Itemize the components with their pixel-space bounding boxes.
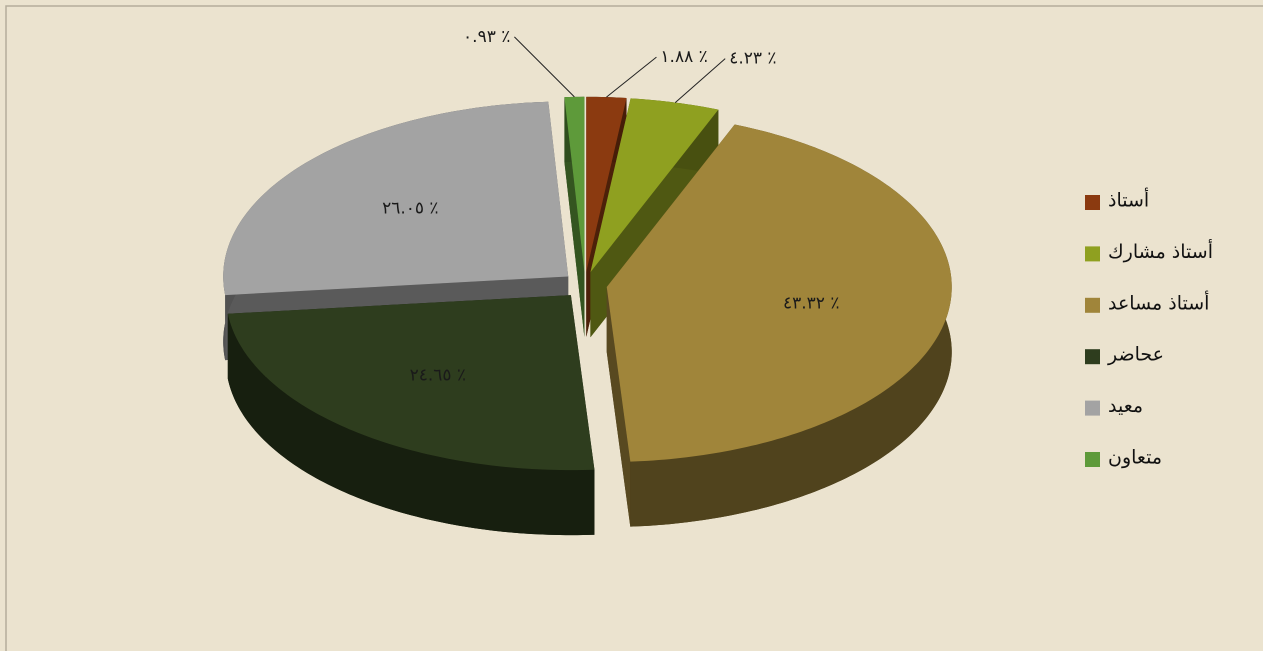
- legend-label: معيد: [1108, 395, 1143, 417]
- leader-line: [674, 58, 726, 103]
- slice-top: [606, 124, 952, 462]
- data-label: ٢٤.٦٥ ٪: [410, 366, 466, 386]
- slice-top: [227, 295, 595, 471]
- legend-swatch: [1085, 349, 1100, 365]
- data-label: ٠.٩٣ ٪: [463, 27, 510, 47]
- slice-top: [564, 96, 585, 272]
- legend-swatch: [1085, 246, 1100, 262]
- leader-line: [514, 36, 575, 98]
- legend-label: أستاذ: [1108, 188, 1149, 212]
- slice: [564, 96, 585, 337]
- slice-side: [227, 313, 595, 536]
- data-label: ٤٣.٣٢ ٪: [783, 293, 839, 313]
- data-label: ٤.٢٣ ٪: [729, 49, 776, 69]
- legend-label: أستاذ مشارك: [1108, 239, 1213, 263]
- legend-label: عحاضر: [1107, 344, 1164, 366]
- legend-label: أستاذ مساعد: [1108, 290, 1209, 314]
- data-label: ١.٨٨ ٪: [660, 47, 707, 67]
- legend-label: متعاون: [1108, 447, 1162, 469]
- slice: [606, 124, 952, 527]
- slice-top: [590, 98, 719, 273]
- slice-top: [223, 101, 569, 296]
- slice: [227, 295, 595, 536]
- legend-swatch: [1085, 297, 1100, 313]
- slice-face: [606, 287, 631, 527]
- legend-swatch: [1085, 400, 1100, 416]
- slice-top: [586, 96, 627, 272]
- legend-swatch: [1085, 452, 1100, 467]
- legend-swatch: [1085, 195, 1100, 210]
- leader-line: [606, 56, 657, 98]
- data-label: ٢٦.٠٥ ٪: [382, 199, 438, 219]
